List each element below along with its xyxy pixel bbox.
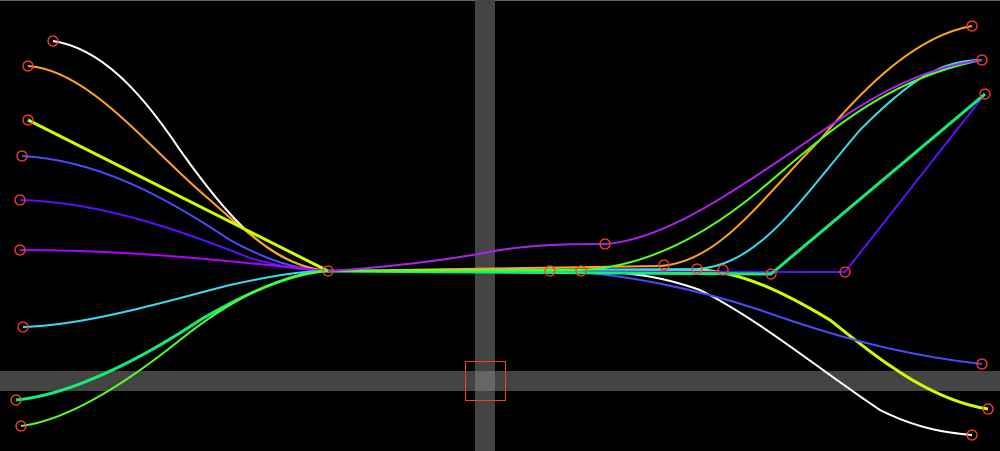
control-node[interactable] [15, 420, 27, 432]
orange-curve[interactable] [27, 25, 973, 273]
control-node[interactable] [14, 194, 26, 206]
violet-curve[interactable] [19, 249, 329, 272]
control-node[interactable] [14, 244, 26, 256]
control-node[interactable] [599, 238, 611, 250]
curves-group [15, 25, 989, 436]
control-node[interactable] [10, 394, 22, 406]
control-node[interactable] [966, 20, 978, 32]
vertical-guide-bar[interactable] [475, 0, 495, 451]
control-node[interactable] [17, 321, 29, 333]
blue-curve[interactable] [21, 155, 983, 365]
selection-box[interactable] [465, 361, 506, 401]
horizontal-guide-bar[interactable] [0, 371, 1000, 391]
control-node[interactable] [22, 114, 34, 126]
control-node[interactable] [982, 403, 994, 415]
guide-intersection [475, 371, 495, 391]
control-node[interactable] [966, 429, 978, 441]
control-node[interactable] [47, 35, 59, 47]
control-node[interactable] [658, 259, 670, 271]
control-node[interactable] [544, 265, 556, 277]
control-node[interactable] [839, 266, 851, 278]
control-node[interactable] [575, 265, 587, 277]
control-node[interactable] [979, 88, 991, 100]
indigo-curve[interactable] [19, 93, 986, 274]
cyan-curve[interactable] [22, 59, 983, 328]
yellow-green-curve[interactable] [27, 118, 989, 411]
control-node[interactable] [16, 150, 28, 162]
control-node[interactable] [22, 60, 34, 72]
control-node[interactable] [765, 268, 777, 280]
control-node[interactable] [976, 358, 988, 370]
purple-curve[interactable] [327, 59, 983, 272]
control-node[interactable] [691, 263, 703, 275]
control-node[interactable] [322, 265, 334, 277]
control-node[interactable] [717, 264, 729, 276]
control-nodes [10, 20, 994, 441]
control-node[interactable] [976, 54, 988, 66]
green-curve[interactable] [20, 59, 983, 427]
